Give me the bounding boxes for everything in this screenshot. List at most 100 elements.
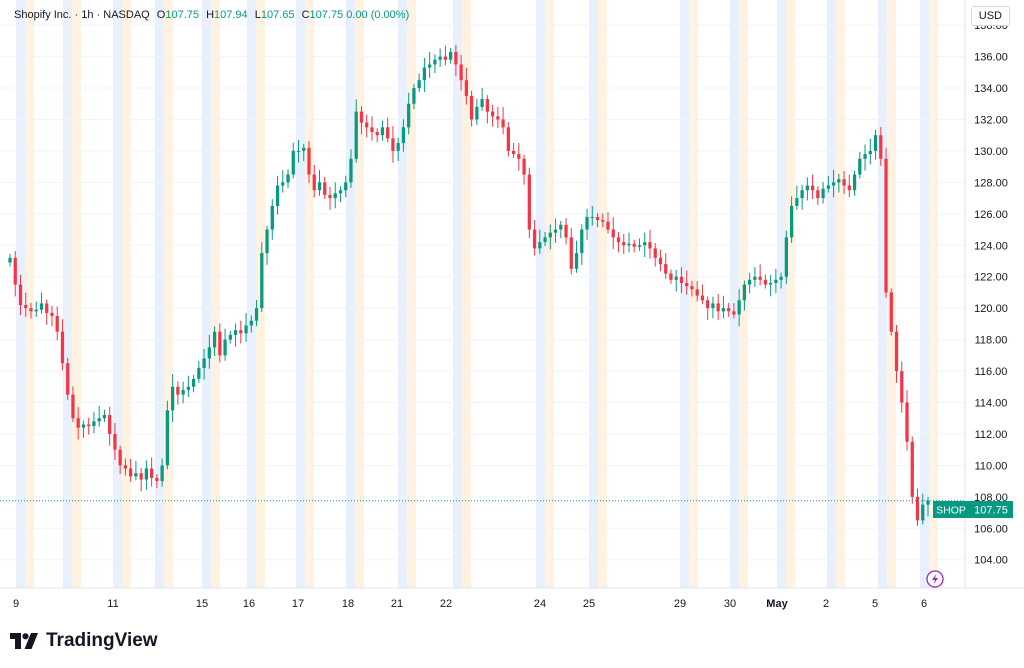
- candle: [449, 47, 453, 64]
- candle: [769, 274, 773, 297]
- candle-body: [281, 182, 285, 186]
- candle-body: [459, 64, 463, 81]
- candle: [821, 181, 825, 204]
- candle-body: [611, 229, 615, 238]
- candle: [852, 170, 857, 196]
- candle: [45, 299, 49, 325]
- candle: [212, 326, 217, 357]
- candle-body: [548, 232, 552, 238]
- candle: [118, 445, 122, 475]
- price-tick-label: 106.00: [974, 523, 1008, 535]
- price-axis[interactable]: 104.00 106.00 108.00 110.00 112.00 114.00 116.…: [974, 20, 1008, 567]
- time-axis[interactable]: 9 11 15 16 17 18 21 22 24 25 29 30 May 2 5 6: [13, 598, 927, 610]
- candle: [679, 267, 684, 294]
- candle: [144, 460, 149, 490]
- candle: [260, 242, 264, 313]
- candle: [574, 240, 579, 273]
- candle: [532, 219, 537, 256]
- candle-body: [76, 418, 80, 428]
- candle: [50, 306, 54, 327]
- candle-body: [679, 276, 684, 283]
- premarket-band: [305, 0, 314, 588]
- candle: [858, 152, 862, 179]
- candle: [191, 374, 196, 393]
- candle: [18, 274, 23, 316]
- price-tag-ticker: SHOP: [936, 505, 966, 517]
- currency-button[interactable]: USD: [970, 6, 1010, 26]
- candle: [706, 296, 710, 320]
- candle-body: [18, 284, 23, 306]
- candle: [595, 213, 600, 228]
- candle: [826, 175, 830, 193]
- candle: [685, 270, 689, 295]
- time-tick-label: 6: [921, 598, 927, 610]
- candle: [664, 253, 668, 280]
- candle-body: [134, 473, 138, 477]
- price-tick-label: 128.00: [974, 177, 1008, 189]
- candle: [281, 169, 285, 193]
- premarket-band: [462, 0, 471, 588]
- candle-body: [606, 221, 610, 230]
- candle: [601, 213, 605, 228]
- candle-body: [412, 88, 416, 104]
- candle-body: [643, 242, 647, 246]
- candle-body: [926, 500, 930, 505]
- candle: [239, 320, 243, 344]
- candle: [569, 227, 573, 275]
- candle: [87, 417, 91, 435]
- candle-body: [449, 51, 453, 60]
- candle-body: [391, 138, 395, 151]
- candle: [643, 232, 647, 258]
- candle-body: [359, 111, 364, 123]
- candle: [338, 186, 343, 203]
- candle-body: [129, 468, 133, 477]
- premarket-band: [545, 0, 554, 588]
- candle: [837, 173, 841, 193]
- candle-body: [490, 111, 495, 117]
- premarket-band: [355, 0, 364, 588]
- candle: [795, 185, 799, 210]
- open-label: O: [156, 9, 166, 21]
- candle-body: [165, 410, 169, 466]
- symbol-title[interactable]: Shopify Inc. · 1h · NASDAQ: [14, 9, 150, 21]
- premarket-band: [929, 0, 938, 588]
- candle: [522, 154, 526, 185]
- candle-body: [501, 119, 505, 128]
- time-tick-label: 25: [583, 598, 595, 610]
- time-tick-label: 2: [823, 598, 829, 610]
- candle-body: [627, 243, 631, 246]
- candle-body: [170, 386, 175, 411]
- time-tick-label: 21: [391, 598, 403, 610]
- candle-body: [480, 99, 484, 107]
- candle: [108, 406, 112, 446]
- candle: [842, 171, 846, 195]
- tradingview-logo[interactable]: TradingView: [10, 630, 158, 652]
- candle: [344, 175, 348, 198]
- candle-body: [270, 205, 274, 230]
- candle-body: [706, 300, 710, 309]
- candle: [129, 458, 133, 482]
- candle: [506, 122, 510, 157]
- candle-body: [202, 358, 206, 368]
- candle-body: [254, 308, 259, 321]
- candle-body: [191, 378, 196, 387]
- candle: [328, 186, 332, 210]
- price-tick-label: 124.00: [974, 240, 1008, 252]
- candle: [29, 302, 33, 319]
- candle: [716, 293, 720, 320]
- candle: [779, 272, 783, 289]
- candle: [249, 315, 253, 333]
- candle-body: [485, 99, 489, 112]
- candle-body: [218, 331, 222, 356]
- candle: [391, 125, 395, 163]
- candle: [637, 238, 642, 251]
- lightning-icon[interactable]: [926, 570, 944, 588]
- candle-body: [286, 174, 290, 183]
- candle: [590, 205, 594, 226]
- candle: [894, 324, 899, 383]
- candle-body: [97, 418, 101, 422]
- candle: [386, 117, 390, 143]
- candle-body: [648, 242, 652, 249]
- candle: [302, 143, 306, 162]
